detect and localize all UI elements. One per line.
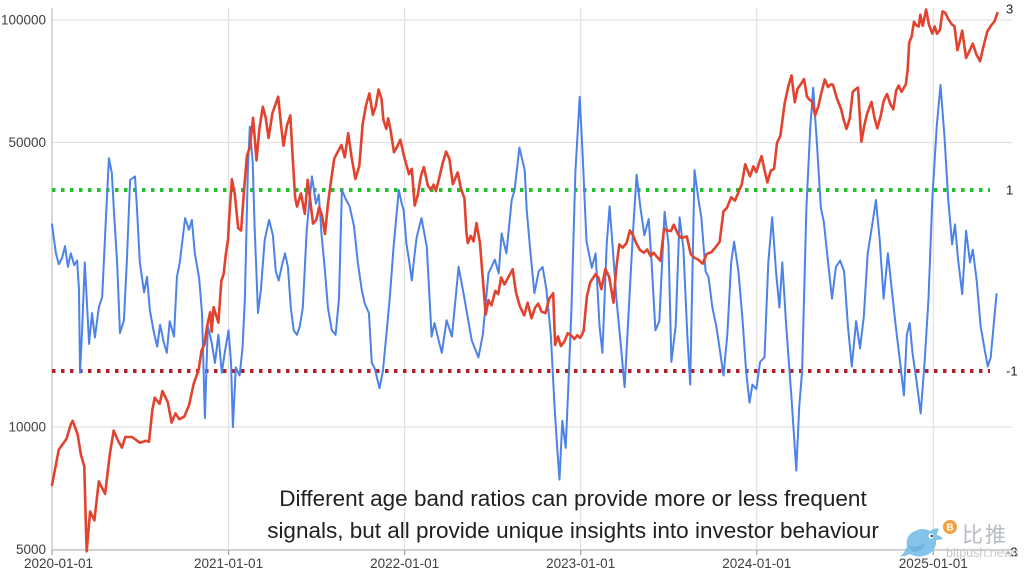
x-tick-label: 2020-01-01	[24, 556, 93, 571]
watermark-domain-text: bitpush.news	[946, 546, 1019, 560]
watermark-cn-text: 比推	[962, 524, 1008, 547]
threshold-layer	[52, 188, 990, 373]
y-left-tick-label: 5000	[16, 542, 46, 557]
y-left-tick-label: 50000	[8, 135, 46, 150]
svg-text:B: B	[946, 523, 953, 534]
y-left-tick-label: 10000	[8, 420, 46, 435]
x-tick-label: 2022-01-01	[370, 556, 439, 571]
x-tick-label: 2023-01-01	[546, 556, 615, 571]
annotation-line-2: signals, but all provide unique insights…	[267, 518, 879, 543]
y-right-tick-label: -1	[1006, 364, 1018, 379]
y-right-tick-label: 1	[1006, 183, 1013, 198]
btc-price-usd-line	[50, 8, 999, 553]
watermark-bitpush: B 比推 bitpush.news	[900, 520, 1019, 560]
series-layer	[50, 8, 999, 553]
x-tick-label: 2024-01-01	[722, 556, 791, 571]
y-left-tick-label: 100000	[1, 13, 46, 28]
x-tick-label: 2025-01-01	[899, 556, 968, 571]
y-right-tick-label: 3	[1006, 2, 1013, 17]
bitcoin-coin-icon: B	[943, 520, 957, 534]
x-tick-label: 2021-01-01	[194, 556, 263, 571]
bird-logo-icon	[900, 528, 943, 557]
grid-layer	[51, 8, 1012, 551]
y-right-tick-label: -3	[1006, 545, 1018, 560]
age-band-ratio-line	[51, 84, 998, 481]
annotation-line-1: Different age band ratios can provide mo…	[279, 486, 867, 511]
